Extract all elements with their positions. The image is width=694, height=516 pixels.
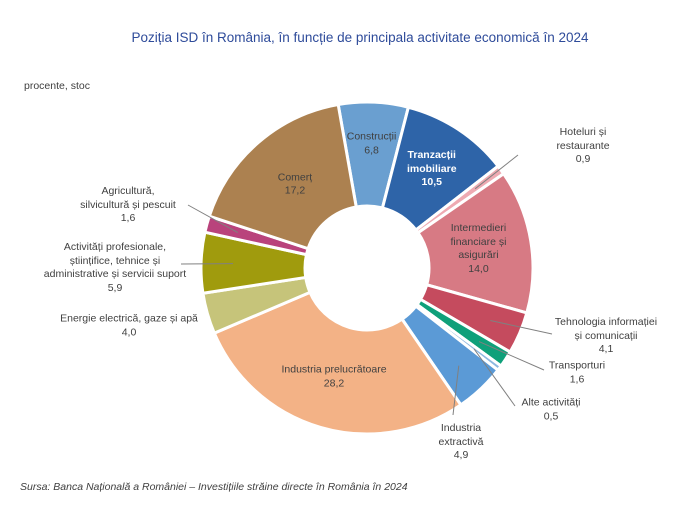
slice-name: administrative și servicii suport xyxy=(43,268,187,280)
slice-name: Construcții xyxy=(346,130,397,143)
slice-name: Agricultură, xyxy=(101,184,155,197)
leader-line xyxy=(187,204,239,234)
slice-label: Transporturi 1,6 xyxy=(549,360,605,387)
slice-name: Industria prelucrătoare xyxy=(281,363,387,376)
slice-name: silvicultură și pescuit xyxy=(80,198,176,211)
leader-line xyxy=(478,341,545,371)
slice-label: Comerț 17,2 xyxy=(278,171,312,198)
slice-value: 28,2 xyxy=(323,377,345,390)
slice-name: Industria xyxy=(440,421,482,434)
slice-value: 0,9 xyxy=(575,152,591,165)
slice-value: 10,5 xyxy=(421,176,442,189)
unit-label: procente, stoc xyxy=(24,80,90,92)
slice-name: Alte activități xyxy=(521,396,581,409)
slice-name: Transporturi xyxy=(548,359,606,372)
slice-name: financiare și xyxy=(450,235,507,248)
slice-value: 4,1 xyxy=(598,342,614,355)
leader-line xyxy=(473,348,516,407)
slice-value: 4,0 xyxy=(121,326,137,338)
chart-title: Poziția ISD în România, în funcție de pr… xyxy=(131,30,589,45)
slice-name: Activități profesionale, xyxy=(63,241,167,253)
slice-name: extractivă xyxy=(438,435,484,448)
slice-name: și comunicații xyxy=(574,329,638,342)
slice-name: Energie electrică, gaze și apă xyxy=(60,312,198,325)
slice-label: Intermedieri financiare și asigurări 14,0 xyxy=(450,222,506,276)
slice-label: Industria extractivă 4,9 xyxy=(439,422,484,463)
slice-name: Hoteluri și xyxy=(559,125,607,138)
donut-slice xyxy=(207,102,358,251)
slice-name: științifice, tehnice și xyxy=(69,254,161,267)
leader-line xyxy=(474,154,519,190)
slice-label: Tranzacții imobiliare 10,5 xyxy=(407,149,457,190)
slice-name: Tehnologia informației xyxy=(554,315,658,328)
slice-label: Energie electrică, gaze și apă 4,0 xyxy=(60,313,198,340)
slice-value: 0,5 xyxy=(543,410,559,422)
source-note: Sursa: Banca Națională a României – Inve… xyxy=(20,481,408,493)
slice-value: 1,6 xyxy=(569,373,585,385)
slice-label: Activități profesionale, științifice, teh… xyxy=(44,241,186,295)
leader-line xyxy=(490,319,553,335)
slice-name: restaurante xyxy=(556,139,610,152)
slice-label: Tehnologia informației și comunicații 4,1 xyxy=(555,316,657,357)
slice-value: 5,9 xyxy=(107,281,123,294)
slice-value: 6,8 xyxy=(364,144,379,157)
slice-value: 14,0 xyxy=(468,262,489,275)
slice-name: Tranzacții xyxy=(407,149,456,162)
slice-value: 1,6 xyxy=(120,211,136,224)
donut-slice xyxy=(415,171,535,315)
slice-label: Construcții 6,8 xyxy=(347,131,397,158)
slice-label: Industria prelucrătoare 28,2 xyxy=(281,364,386,391)
slice-name: imobiliare xyxy=(406,162,457,175)
slice-name: asigurări xyxy=(458,249,499,262)
slice-name: Intermedieri xyxy=(450,222,507,235)
donut-slice xyxy=(212,290,463,436)
slice-label: Agricultură, silvicultură și pescuit 1,6 xyxy=(80,185,176,226)
leader-line xyxy=(452,365,460,416)
slice-value: 4,9 xyxy=(453,448,469,461)
slice-value: 17,2 xyxy=(284,184,306,197)
slice-label: Alte activități 0,5 xyxy=(522,397,581,424)
slice-label: Hoteluri și restaurante 0,9 xyxy=(556,126,609,167)
slice-name: Comerț xyxy=(277,171,313,184)
